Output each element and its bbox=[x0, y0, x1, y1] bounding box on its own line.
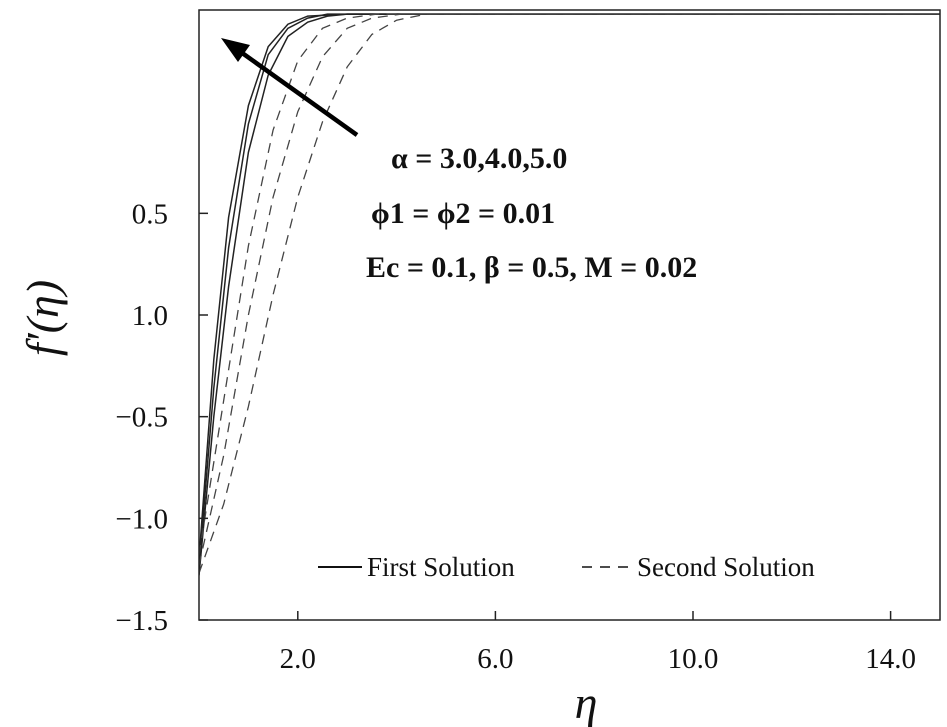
y-tick-label: 1.0 bbox=[132, 300, 168, 332]
y-tick-label: −1.5 bbox=[115, 605, 168, 637]
x-tick-label: 14.0 bbox=[865, 643, 916, 675]
series-line-4 bbox=[199, 13, 940, 556]
x-tick-label: 6.0 bbox=[477, 643, 513, 675]
y-tick-label: −1.0 bbox=[115, 503, 168, 535]
x-tick-label: 2.0 bbox=[280, 643, 316, 675]
annotation-params: Ec = 0.1, β = 0.5, M = 0.02 bbox=[366, 251, 697, 284]
series-layer bbox=[199, 13, 940, 576]
series-line-3 bbox=[199, 13, 940, 576]
series-line-6 bbox=[199, 13, 940, 574]
legend-label-first: First Solution bbox=[367, 552, 515, 582]
legend: First Solution Second Solution bbox=[318, 552, 815, 582]
series-line-1 bbox=[199, 13, 940, 560]
annotation-alpha: α = 3.0,4.0,5.0 bbox=[391, 142, 567, 175]
ticks-layer: 2.0 6.0 10.0 14.0 −1.5 −1.0 −0.5 1.0 0.5 bbox=[115, 198, 916, 675]
y-tick-label: 0.5 bbox=[132, 198, 168, 230]
x-axis-title: η bbox=[575, 677, 598, 727]
annotation-phi: ϕ1 = ϕ2 = 0.01 bbox=[371, 197, 555, 230]
y-tick-label: −0.5 bbox=[115, 402, 168, 434]
y-axis-title: f′(η) bbox=[17, 280, 68, 356]
trend-arrow bbox=[221, 38, 359, 137]
series-line-2 bbox=[199, 13, 940, 568]
x-tick-label: 10.0 bbox=[668, 643, 719, 675]
legend-label-second: Second Solution bbox=[637, 552, 815, 582]
series-line-5 bbox=[199, 13, 940, 566]
